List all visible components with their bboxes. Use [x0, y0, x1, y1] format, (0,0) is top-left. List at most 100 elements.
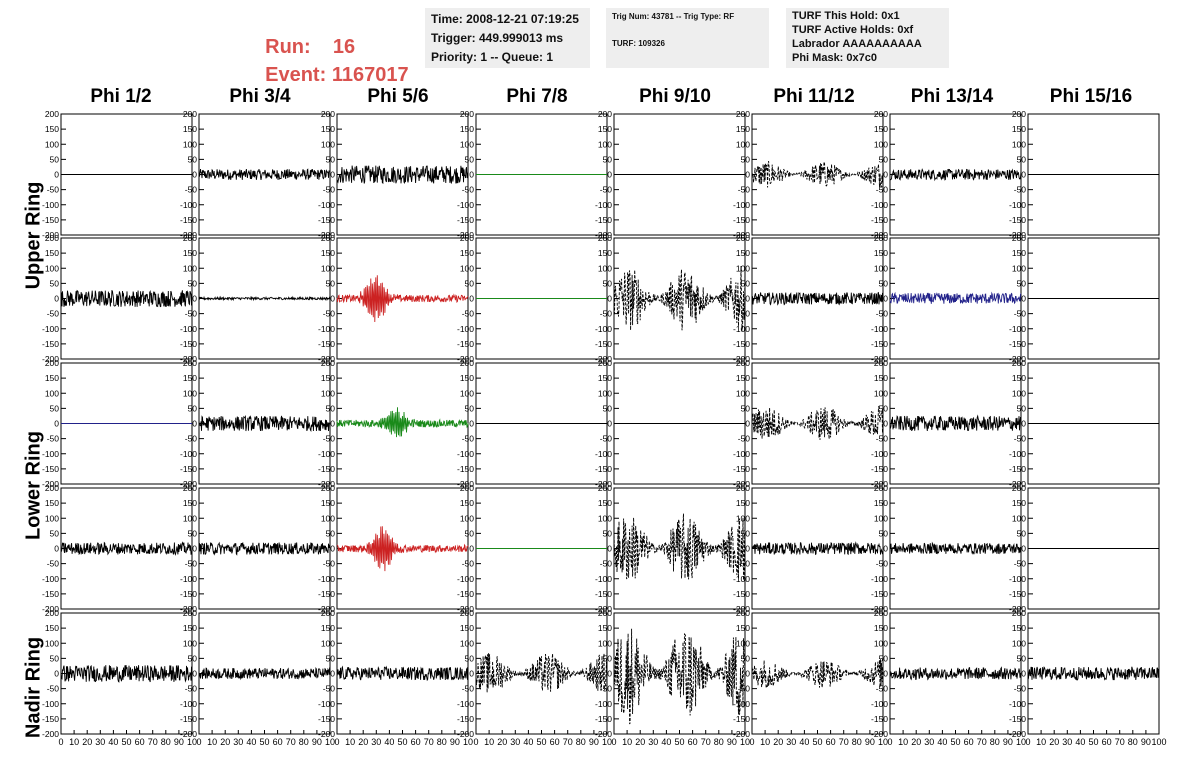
column-header-phi-3-4: Phi 3/4	[229, 86, 291, 107]
y-tick-label: -200	[42, 354, 59, 364]
panel-r2-c2: -200 -150 -100 -50 0 50 100 150 200	[318, 358, 469, 489]
event-number: 1167017	[331, 64, 409, 86]
y-tick-label: -200	[42, 479, 59, 489]
x-tick-label: 70	[148, 737, 158, 747]
x-tick-label: 90	[174, 737, 184, 747]
waveform-trace	[198, 414, 331, 432]
y-tick-label: 150	[45, 623, 59, 633]
y-tick-label: -50	[462, 559, 475, 569]
y-tick-label: 150	[598, 498, 612, 508]
y-tick-label: 200	[1012, 358, 1026, 368]
column-header-phi-5-6: Phi 5/6	[367, 86, 429, 107]
y-tick-label: 200	[736, 233, 750, 243]
panel-r3-c1: -200 -150 -100 -50 0 50 100 150 200	[180, 483, 331, 614]
y-tick-label: -100	[42, 200, 59, 210]
x-tick-label: 100	[1151, 737, 1166, 747]
trig-info-box: Trig Num: 43781 -- Trig Type: RF TURF: 1…	[606, 8, 769, 68]
waveform-trace	[60, 289, 193, 308]
y-tick-label: -200	[871, 354, 888, 364]
y-tick-label: -100	[457, 324, 474, 334]
panel-frame	[613, 612, 746, 735]
trigger-text: Trigger: 449.999013 ms	[431, 31, 564, 45]
y-tick-label: 100	[460, 513, 474, 523]
y-tick-label: 100	[321, 638, 335, 648]
labrador-text: Labrador AAAAAAAAAA	[792, 38, 922, 50]
waveform-trace	[198, 541, 331, 556]
x-tick-label: 30	[1062, 737, 1072, 747]
y-tick-label: -50	[738, 309, 751, 319]
y-tick-label: 150	[1012, 124, 1026, 134]
y-tick-label: -50	[462, 684, 475, 694]
x-tick-label: 10	[878, 737, 888, 747]
y-tick-label: 200	[321, 109, 335, 119]
y-tick-label: 100	[736, 263, 750, 273]
y-tick-label: 150	[736, 373, 750, 383]
panel-r0-c3: -200 -150 -100 -50 0 50 100 150 200	[457, 109, 608, 240]
x-tick-label: 10	[898, 737, 908, 747]
y-tick-label: -50	[462, 309, 475, 319]
y-tick-label: 0	[1021, 294, 1026, 304]
turf-active-text: TURF Active Holds: 0xf	[792, 24, 914, 36]
waveform-trace	[751, 405, 884, 440]
y-tick-label: -200	[595, 479, 612, 489]
x-tick-label: 90	[865, 737, 875, 747]
y-tick-label: -150	[595, 339, 612, 349]
run-label-text: Run:	[265, 36, 311, 58]
y-tick-label: 100	[45, 513, 59, 523]
y-tick-label: 0	[54, 544, 59, 554]
y-tick-label: 0	[54, 419, 59, 429]
y-tick-label: -150	[1009, 215, 1026, 225]
y-tick-label: -100	[180, 200, 197, 210]
y-tick-label: 0	[192, 170, 197, 180]
y-tick-label: 50	[1017, 154, 1027, 164]
y-tick-label: 100	[45, 139, 59, 149]
y-tick-label: 100	[321, 388, 335, 398]
y-tick-label: -150	[733, 464, 750, 474]
y-tick-label: -200	[318, 479, 335, 489]
y-tick-label: 150	[321, 623, 335, 633]
x-tick-label: 20	[911, 737, 921, 747]
panel-r1-c6: -200 -150 -100 -50 0 50 100 150 200	[871, 233, 1022, 364]
time-text: Time: 2008-12-21 07:19:25	[431, 12, 579, 26]
waveform-trace	[336, 275, 469, 323]
y-tick-label: -150	[318, 339, 335, 349]
y-tick-label: 150	[460, 498, 474, 508]
y-tick-label: 0	[745, 170, 750, 180]
waveform-trace	[889, 666, 1022, 681]
y-tick-label: 150	[460, 248, 474, 258]
waveform-trace	[613, 513, 746, 581]
x-tick-label: 80	[576, 737, 586, 747]
y-tick-label: -50	[600, 434, 613, 444]
x-tick-label: 90	[1141, 737, 1151, 747]
y-tick-label: -150	[318, 714, 335, 724]
y-tick-label: 0	[607, 170, 612, 180]
y-tick-label: 100	[598, 139, 612, 149]
turf-info-box: TURF This Hold: 0x1 TURF Active Holds: 0…	[786, 8, 949, 68]
y-tick-label: -100	[318, 324, 335, 334]
y-tick-label: 100	[1012, 388, 1026, 398]
y-tick-label: -100	[180, 449, 197, 459]
event-label: Event: 1167017	[254, 36, 409, 88]
x-tick-label: 0	[611, 737, 616, 747]
y-tick-label: -50	[462, 185, 475, 195]
x-tick-label: 0	[196, 737, 201, 747]
y-tick-label: 100	[183, 638, 197, 648]
y-tick-label: -100	[457, 200, 474, 210]
x-tick-label: 70	[701, 737, 711, 747]
y-tick-label: -50	[185, 559, 198, 569]
y-tick-label: -50	[876, 684, 889, 694]
y-tick-label: -100	[733, 449, 750, 459]
y-tick-label: 200	[321, 358, 335, 368]
y-tick-label: -150	[871, 589, 888, 599]
y-tick-label: -50	[185, 185, 198, 195]
y-tick-label: 150	[874, 373, 888, 383]
panel-r0-c2: -200 -150 -100 -50 0 50 100 150 200	[318, 109, 469, 240]
y-tick-label: -200	[871, 729, 888, 739]
y-tick-label: -100	[180, 699, 197, 709]
y-tick-label: -150	[318, 589, 335, 599]
y-tick-label: 200	[1012, 233, 1026, 243]
y-tick-label: -50	[185, 434, 198, 444]
y-tick-label: -150	[42, 339, 59, 349]
